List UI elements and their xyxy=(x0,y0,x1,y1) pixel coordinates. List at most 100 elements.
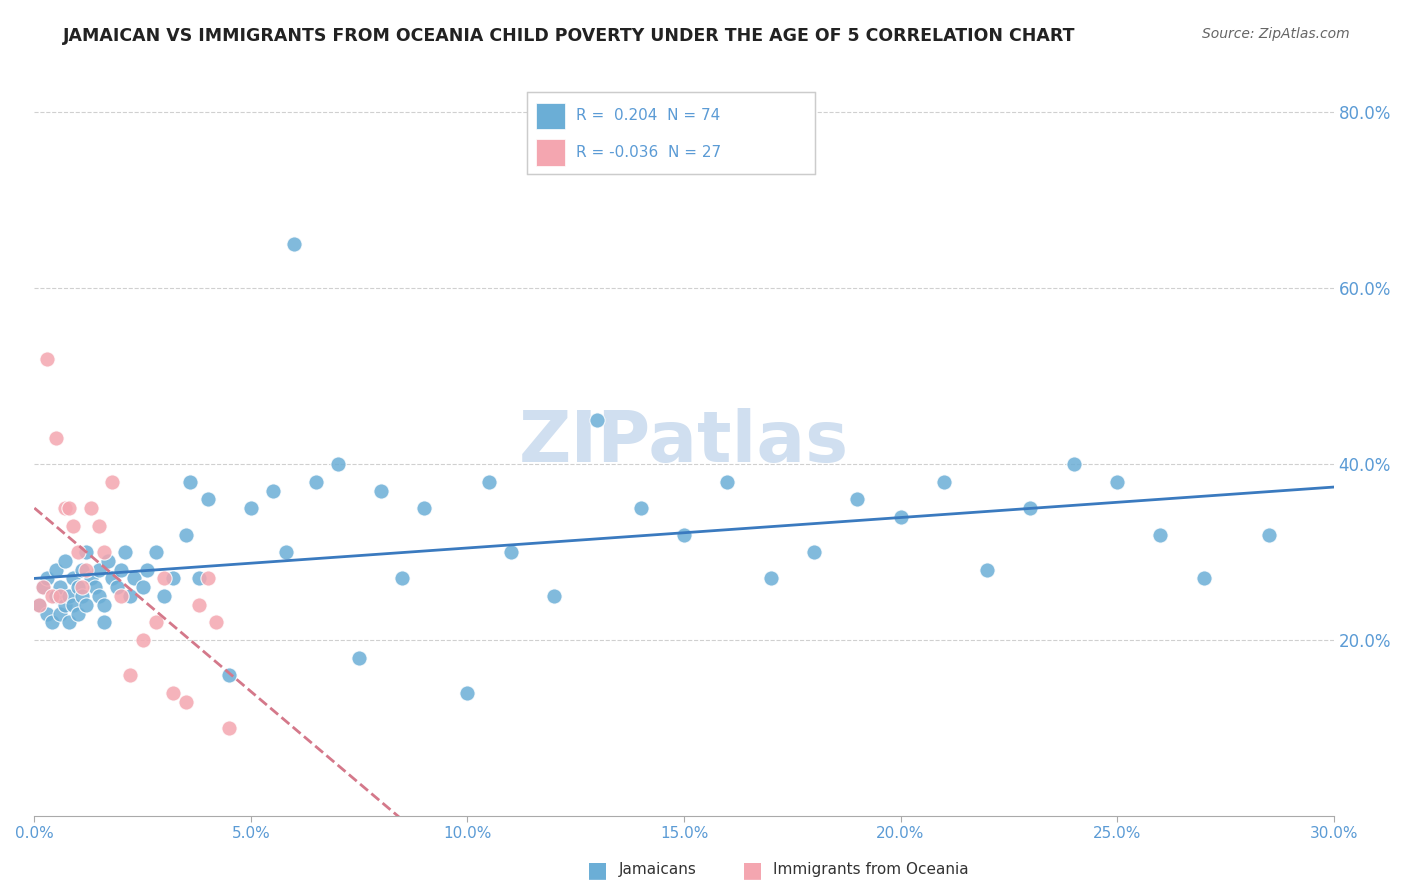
Point xyxy=(672,527,695,541)
Text: ■: ■ xyxy=(742,860,762,880)
Point xyxy=(326,457,349,471)
Point xyxy=(41,615,63,630)
Text: ■: ■ xyxy=(588,860,607,880)
Point xyxy=(197,492,219,507)
Point xyxy=(586,413,609,427)
Point xyxy=(41,589,63,603)
Point xyxy=(62,598,84,612)
Text: R =  0.204  N = 74: R = 0.204 N = 74 xyxy=(576,108,720,123)
Point xyxy=(93,598,115,612)
Point xyxy=(283,237,305,252)
Point xyxy=(803,545,825,559)
Point xyxy=(62,572,84,586)
Point xyxy=(45,589,67,603)
Point xyxy=(478,475,501,489)
Point xyxy=(187,572,209,586)
Point xyxy=(197,572,219,586)
Point xyxy=(89,563,111,577)
Point xyxy=(218,668,240,682)
Point xyxy=(70,580,93,594)
Text: ZIPatlas: ZIPatlas xyxy=(519,408,849,476)
Point xyxy=(153,572,176,586)
Point xyxy=(84,580,107,594)
Point xyxy=(49,580,72,594)
Point xyxy=(32,580,55,594)
Point xyxy=(37,572,59,586)
Point xyxy=(239,501,262,516)
Point xyxy=(391,572,413,586)
Bar xyxy=(536,139,565,166)
Point xyxy=(759,572,782,586)
Point xyxy=(37,351,59,366)
Point xyxy=(890,510,912,524)
Point xyxy=(162,686,184,700)
Point xyxy=(131,580,153,594)
Point xyxy=(93,545,115,559)
Point xyxy=(110,563,132,577)
Point xyxy=(179,475,201,489)
Point xyxy=(101,475,124,489)
Point xyxy=(131,633,153,648)
Point xyxy=(1107,475,1129,489)
Point xyxy=(153,589,176,603)
Point xyxy=(75,563,97,577)
Point xyxy=(347,650,370,665)
Point xyxy=(1063,457,1085,471)
Point xyxy=(49,607,72,621)
Point xyxy=(32,580,55,594)
Text: R = -0.036  N = 27: R = -0.036 N = 27 xyxy=(576,145,721,160)
Point xyxy=(93,615,115,630)
Point xyxy=(1192,572,1215,586)
Point xyxy=(499,545,522,559)
Point xyxy=(58,615,80,630)
Text: JAMAICAN VS IMMIGRANTS FROM OCEANIA CHILD POVERTY UNDER THE AGE OF 5 CORRELATION: JAMAICAN VS IMMIGRANTS FROM OCEANIA CHIL… xyxy=(63,27,1076,45)
Point xyxy=(53,598,76,612)
Point xyxy=(162,572,184,586)
Point xyxy=(79,572,101,586)
Point xyxy=(716,475,738,489)
Point xyxy=(45,431,67,445)
Point xyxy=(53,501,76,516)
Point xyxy=(66,607,89,621)
Point xyxy=(145,615,167,630)
Point xyxy=(174,527,197,541)
Point xyxy=(1257,527,1279,541)
Point xyxy=(413,501,436,516)
Point xyxy=(122,572,145,586)
Point xyxy=(89,589,111,603)
Point xyxy=(205,615,228,630)
Point xyxy=(66,580,89,594)
Point xyxy=(97,554,120,568)
Point xyxy=(75,598,97,612)
Point xyxy=(110,589,132,603)
Point xyxy=(101,572,124,586)
Point xyxy=(49,589,72,603)
Point xyxy=(932,475,955,489)
Point xyxy=(89,518,111,533)
Point xyxy=(118,668,141,682)
Point xyxy=(28,598,51,612)
Point xyxy=(846,492,869,507)
Text: Source: ZipAtlas.com: Source: ZipAtlas.com xyxy=(1202,27,1350,41)
Point xyxy=(305,475,328,489)
Point xyxy=(370,483,392,498)
Point xyxy=(105,580,128,594)
Point xyxy=(174,695,197,709)
Text: Immigrants from Oceania: Immigrants from Oceania xyxy=(773,863,969,877)
Point xyxy=(976,563,998,577)
Point xyxy=(630,501,652,516)
Point xyxy=(53,554,76,568)
Point xyxy=(456,686,478,700)
Point xyxy=(187,598,209,612)
Point xyxy=(45,563,67,577)
Point xyxy=(62,518,84,533)
Point xyxy=(543,589,565,603)
Point xyxy=(136,563,159,577)
Point xyxy=(28,598,51,612)
Text: Jamaicans: Jamaicans xyxy=(619,863,696,877)
Point xyxy=(114,545,136,559)
Point xyxy=(274,545,297,559)
Point xyxy=(66,545,89,559)
Point xyxy=(262,483,284,498)
Bar xyxy=(536,103,565,128)
